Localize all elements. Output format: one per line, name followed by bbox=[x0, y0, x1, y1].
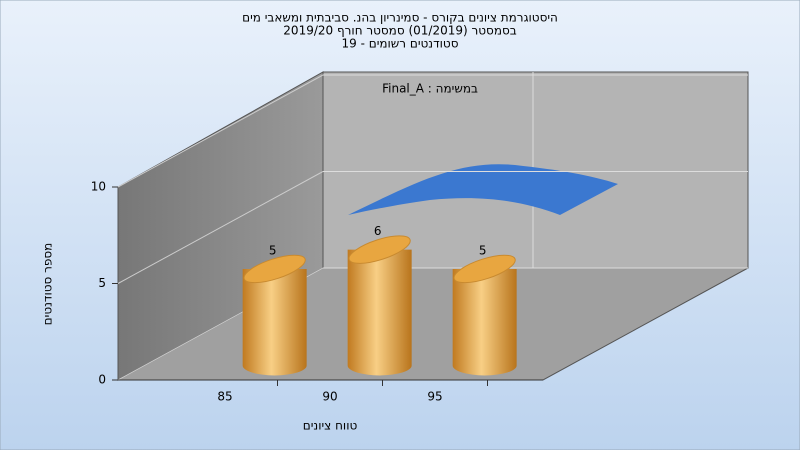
annotation: Final_A : במשימה bbox=[382, 82, 478, 96]
grid-line bbox=[117, 171, 324, 284]
grid-line bbox=[117, 74, 324, 188]
x-tick-label: 90 bbox=[322, 390, 337, 404]
y-tick-label: 5 bbox=[98, 276, 106, 290]
bar-top bbox=[453, 254, 516, 284]
value-label: 5 bbox=[269, 243, 277, 257]
x-axis-label: טווח ציונים bbox=[303, 419, 358, 433]
y-tick-label: 0 bbox=[98, 373, 106, 387]
bar bbox=[242, 254, 307, 376]
bar-top bbox=[348, 235, 411, 264]
bar-body bbox=[242, 268, 307, 376]
y-tick-label: 10 bbox=[91, 180, 106, 194]
value-label: 6 bbox=[374, 224, 382, 238]
chart-title: בסמסטר (01/2019) סמסטר חורף 2019/20 bbox=[283, 24, 516, 38]
distribution-curve bbox=[348, 164, 618, 215]
bar-body bbox=[452, 268, 517, 376]
bar bbox=[347, 235, 412, 376]
x-tick-label: 95 bbox=[427, 390, 442, 404]
bar bbox=[452, 254, 517, 376]
y-axis-label: מספר סטודנטים bbox=[41, 243, 55, 326]
chart-title: היסטוגרמת ציונים בקורס - סמינריון בהנ. ס… bbox=[242, 11, 558, 25]
bar-top bbox=[243, 254, 306, 284]
x-tick-label: 85 bbox=[217, 390, 232, 404]
bar-body bbox=[347, 249, 412, 376]
value-label: 5 bbox=[479, 243, 487, 257]
chart-title: סטודנטים רשומים - 19 bbox=[341, 37, 458, 51]
